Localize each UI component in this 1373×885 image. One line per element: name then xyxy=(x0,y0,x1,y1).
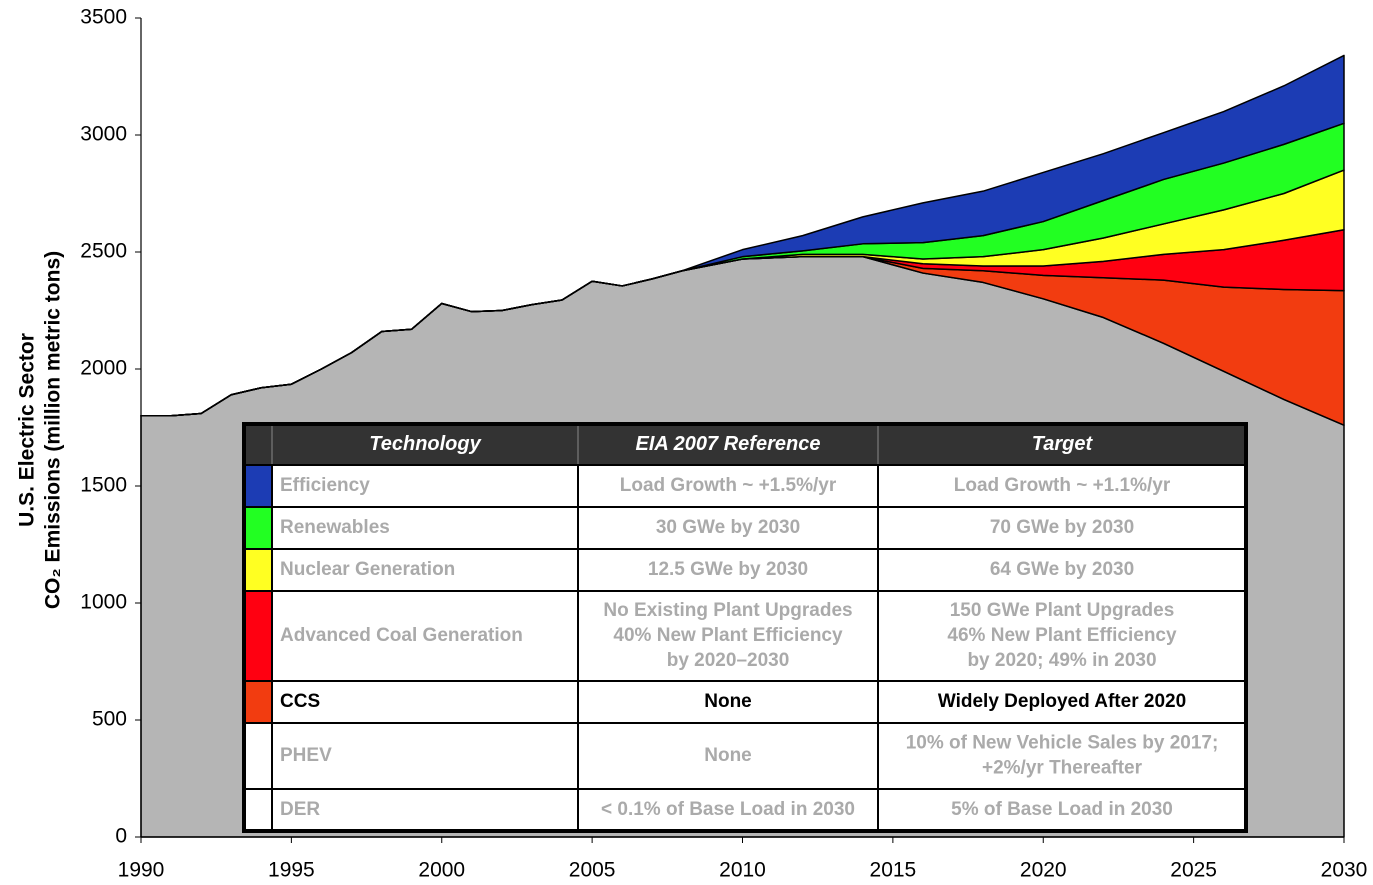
table-row xyxy=(243,590,1247,682)
table-cell: Load Growth ~ +1.1%/yr xyxy=(954,475,1171,496)
x-tick-label: 1995 xyxy=(268,859,315,882)
table-header xyxy=(244,424,1246,465)
legend-swatch xyxy=(243,506,273,550)
table-cell: 150 GWe Plant Upgrades xyxy=(950,600,1175,621)
table-row xyxy=(243,680,1247,724)
table-cell: 12.5 GWe by 2030 xyxy=(648,559,808,580)
x-tick-label: 2005 xyxy=(569,859,616,882)
table-cell: No Existing Plant Upgrades xyxy=(603,600,852,621)
x-tick-label: 1990 xyxy=(118,859,165,882)
legend-swatch xyxy=(243,548,273,592)
table-technology: Nuclear Generation xyxy=(280,559,455,580)
table-cell: 5% of Base Load in 2030 xyxy=(951,799,1173,820)
table-cell: 30 GWe by 2030 xyxy=(656,517,800,538)
legend-swatch xyxy=(243,590,273,682)
legend-swatch xyxy=(243,722,273,790)
table-cell: 64 GWe by 2030 xyxy=(990,559,1134,580)
table-cell: 70 GWe by 2030 xyxy=(990,517,1134,538)
y-axis-label: CO₂ Emissions (million metric tons) xyxy=(42,251,65,609)
table-cell: < 0.1% of Base Load in 2030 xyxy=(601,799,855,820)
table-cell: Widely Deployed After 2020 xyxy=(938,691,1186,712)
y-tick-label: 0 xyxy=(115,825,127,848)
y-tick-label: 3000 xyxy=(80,123,127,146)
area-layer xyxy=(140,54,1345,417)
table-header-text: Target xyxy=(1032,433,1094,455)
x-tick-label: 2030 xyxy=(1321,859,1368,882)
y-tick-label: 1500 xyxy=(80,474,127,497)
table-cell: Load Growth ~ +1.5%/yr xyxy=(620,475,837,496)
y-tick-label: 1000 xyxy=(80,591,127,614)
y-tick-label: 3500 xyxy=(80,6,127,29)
table-cell: None xyxy=(704,745,752,766)
table-header-text: Technology xyxy=(369,433,481,455)
table-technology: Renewables xyxy=(280,517,390,538)
x-tick-label: 2010 xyxy=(719,859,766,882)
table-cell: by 2020; 49% in 2030 xyxy=(967,650,1156,671)
table-cell: None xyxy=(704,691,752,712)
y-tick-label: 2500 xyxy=(80,240,127,263)
table-cell: 40% New Plant Efficiency xyxy=(613,625,843,646)
y-tick-label: 500 xyxy=(92,708,127,731)
legend-swatch xyxy=(243,680,273,724)
table-row xyxy=(243,548,1247,592)
table-technology: Efficiency xyxy=(280,475,370,496)
table-cell: by 2020–2030 xyxy=(667,650,790,671)
table-technology: PHEV xyxy=(280,745,332,766)
x-tick-label: 2015 xyxy=(870,859,917,882)
table-border xyxy=(242,422,1248,833)
legend-swatch xyxy=(243,788,273,832)
x-tick-label: 2020 xyxy=(1020,859,1067,882)
y-tick-label: 2000 xyxy=(80,357,127,380)
table-cell: +2%/yr Thereafter xyxy=(982,758,1143,779)
table-header-text: EIA 2007 Reference xyxy=(636,433,821,455)
table-cell: 10% of New Vehicle Sales by 2017; xyxy=(906,733,1219,754)
table-technology: Advanced Coal Generation xyxy=(280,625,523,646)
table-row xyxy=(243,506,1247,550)
legend-swatch xyxy=(243,464,273,508)
table-cell: 46% New Plant Efficiency xyxy=(947,625,1177,646)
table-technology: CCS xyxy=(280,691,320,712)
table-technology: DER xyxy=(280,799,320,820)
x-tick-label: 2000 xyxy=(418,859,465,882)
y-axis-label: U.S. Electric Sector xyxy=(16,333,39,527)
x-tick-label: 2025 xyxy=(1170,859,1217,882)
